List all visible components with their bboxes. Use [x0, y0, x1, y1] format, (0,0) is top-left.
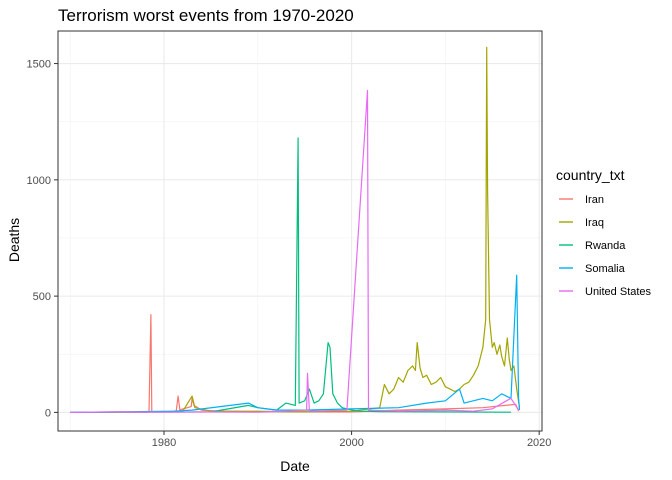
y-axis: 0 500 1000 1500: [27, 59, 58, 419]
y-tick-label: 500: [33, 291, 51, 303]
y-axis-title: Deaths: [6, 218, 22, 262]
plot-panel: [58, 31, 542, 431]
series-line-somalia: [70, 274, 521, 413]
series-layer: [70, 46, 521, 413]
panel-background: [58, 31, 542, 431]
x-axis: 1980 2000 2020: [152, 431, 551, 449]
plot-border: [57, 30, 543, 432]
chart-title: Terrorism worst events from 1970-2020: [58, 6, 354, 25]
panel-border-rect: [57, 30, 543, 432]
y-tick-label: 1000: [27, 175, 51, 187]
legend-label: Somalia: [585, 263, 626, 275]
legend-label: Iraq: [585, 217, 604, 229]
y-tick-label: 0: [45, 407, 51, 419]
legend-title: country_txt: [556, 167, 625, 183]
legend-label: United States: [585, 286, 652, 298]
y-tick-label: 1500: [27, 59, 51, 71]
x-tick-label: 2020: [527, 437, 551, 449]
series-line-iran: [72, 314, 520, 413]
legend-label: Iran: [585, 194, 604, 206]
series-line-iraq: [74, 46, 521, 413]
legend-label: Rwanda: [585, 240, 626, 252]
x-tick-label: 2000: [339, 437, 363, 449]
series-line-united-states: [70, 89, 520, 413]
x-tick-label: 1980: [152, 437, 176, 449]
legend: country_txt Iran Iraq Rwanda Somalia United …: [556, 167, 652, 298]
x-axis-title: Date: [280, 458, 310, 474]
